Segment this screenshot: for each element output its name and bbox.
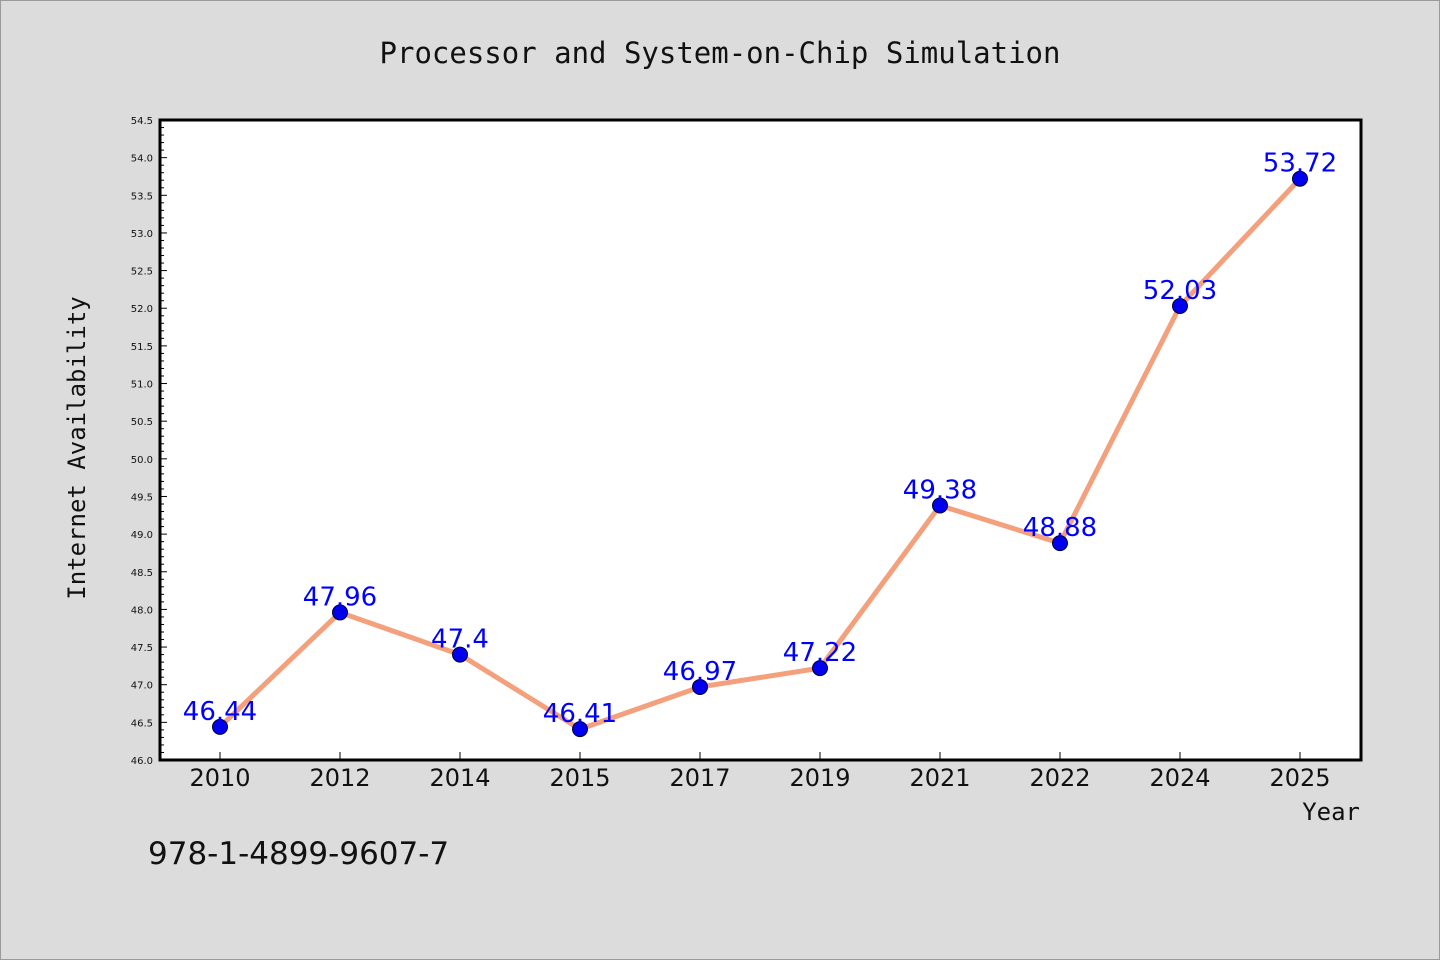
plot-area [158,118,1363,762]
data-point-2019 [812,660,828,677]
x-tick-label: 2022 [1029,764,1090,792]
data-label-2021: 49.38 [903,476,977,506]
data-label-2024: 52.03 [1143,276,1217,306]
x-tick-label: 2010 [189,764,250,792]
data-point-2017 [692,678,708,695]
x-tick-label: 2017 [669,764,730,792]
data-label-2010: 46.44 [183,697,257,727]
y-tick-label: 50.5 [131,417,153,428]
x-tick-label: 2012 [309,764,370,792]
y-axis: 46.0 46.5 47.0 47.5 48.0 48.5 49.0 49.5 50.0 50.5… [131,116,167,767]
x-tick-label: 2015 [549,764,610,792]
data-label-2025: 53.72 [1263,149,1337,179]
y-tick-label: 49.5 [131,492,153,503]
data-labels: 46.44 47.96 47.4 46.41 46.97 47.22 49.38 48.88 5… [183,149,1337,729]
data-label-2019: 47.22 [783,638,857,668]
y-tick-label: 53.0 [131,229,153,240]
y-tick-label: 49.0 [131,530,153,541]
x-tick-label: 2024 [1149,764,1210,792]
y-tick-label: 46.0 [131,756,153,767]
y-tick-label: 51.5 [131,342,153,353]
data-point-2025 [1292,170,1308,187]
series-line-group [212,170,1308,738]
y-tick-label: 52.0 [131,304,153,315]
data-label-2015: 46.41 [543,699,617,729]
data-point-2014 [452,646,468,663]
y-tick-label: 51.0 [131,380,153,391]
y-tick-label: 52.5 [131,267,153,278]
y-tick-label: 54.0 [131,154,153,165]
data-point-2012 [332,604,348,621]
data-label-2017: 46.97 [663,657,737,687]
data-label-2022: 48.88 [1023,513,1097,543]
data-point-2015 [572,721,588,738]
x-tick-label: 2014 [429,764,490,792]
y-axis-title: Internet Availability [63,296,91,599]
isbn-footnote: 978-1-4899-9607-7 [148,836,449,872]
series-line [218,177,1302,732]
y-tick-label: 46.5 [131,718,153,729]
data-label-2014: 47.4 [431,625,489,655]
y-tick-label: 53.5 [131,191,153,202]
y-tick-label: 48.5 [131,568,153,579]
x-tick-label: 2021 [909,764,970,792]
y-tick-label: 47.5 [131,643,153,654]
y-tick-label: 50.0 [131,455,153,466]
data-point-2022 [1052,535,1068,552]
x-tick-label: 2025 [1269,764,1330,792]
x-axis-title: Year [1302,798,1360,826]
y-tick-label: 54.5 [131,116,153,127]
data-label-2012: 47.96 [303,582,377,612]
chart-title: Processor and System-on-Chip Simulation [380,36,1061,70]
y-tick-label: 48.0 [131,605,153,616]
data-point-2010 [212,718,228,735]
x-axis: 2010 2012 2014 2015 2017 2019 2021 2022 2024 2025 [189,752,1331,792]
data-point-2021 [932,497,948,514]
y-tick-label: 47.0 [131,681,153,692]
x-tick-label: 2019 [789,764,850,792]
data-point-2024 [1172,297,1188,314]
